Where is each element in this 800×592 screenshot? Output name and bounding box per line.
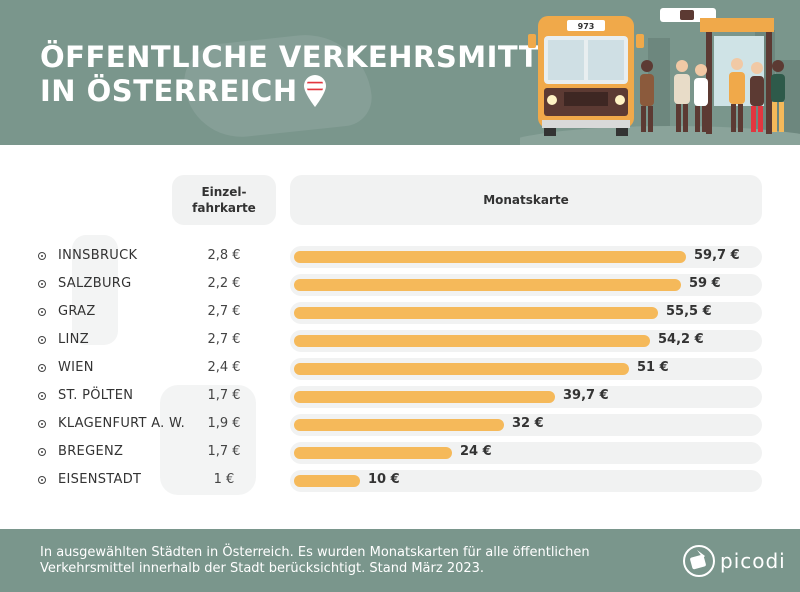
header-banner: ÖFFENTLICHE VERKEHRSMITTEL IN ÖSTERREICH… — [0, 0, 800, 145]
monthly-ticket-bar — [294, 307, 658, 319]
single-ticket-price: 1,7 € — [207, 444, 241, 459]
monthly-ticket-price: 24 € — [460, 444, 492, 459]
monthly-ticket-price: 59,7 € — [694, 248, 740, 263]
bus-stop-illustration: 973 — [520, 8, 800, 145]
monthly-ticket-price: 51 € — [637, 360, 669, 375]
single-ticket-price: 1,9 € — [207, 416, 241, 431]
footnote: In ausgewählten Städten in Österreich. E… — [40, 545, 590, 576]
column-header-monthly-ticket: Monatskarte — [290, 175, 762, 225]
monthly-ticket-price: 54,2 € — [658, 332, 704, 347]
table-row: KLAGENFURT A. W. 1,9 € 32 € — [0, 414, 800, 436]
picodi-logo[interactable]: picodi — [683, 544, 786, 578]
table-row: SALZBURG 2,2 € 59 € — [0, 274, 800, 296]
monthly-ticket-bar — [294, 475, 360, 487]
monthly-ticket-price: 10 € — [368, 472, 400, 487]
monthly-ticket-bar — [294, 335, 650, 347]
single-ticket-price: 2,4 € — [207, 360, 241, 375]
table-row: ST. PÖLTEN 1,7 € 39,7 € — [0, 386, 800, 408]
monthly-ticket-bar — [294, 279, 681, 291]
city-label: KLAGENFURT A. W. — [58, 416, 186, 431]
monthly-ticket-price: 59 € — [689, 276, 721, 291]
bullet-icon — [38, 252, 46, 260]
single-ticket-price: 2,7 € — [207, 304, 241, 319]
city-label: LINZ — [58, 332, 89, 347]
picodi-logo-icon — [683, 545, 715, 577]
bullet-icon — [38, 420, 46, 428]
monthly-ticket-bar — [294, 391, 555, 403]
bullet-icon — [38, 308, 46, 316]
bullet-icon — [38, 364, 46, 372]
bullet-icon — [38, 476, 46, 484]
city-label: ST. PÖLTEN — [58, 388, 134, 403]
single-ticket-price: 2,7 € — [207, 332, 241, 347]
monthly-ticket-bar — [294, 363, 629, 375]
city-label: WIEN — [58, 360, 94, 375]
bullet-icon — [38, 448, 46, 456]
monthly-ticket-price: 55,5 € — [666, 304, 712, 319]
footer-banner: In ausgewählten Städten in Österreich. E… — [0, 529, 800, 592]
column-header-single-ticket: Einzel- fahrkarte — [172, 175, 276, 225]
city-label: SALZBURG — [58, 276, 132, 291]
city-label: EISENSTADT — [58, 472, 142, 487]
single-ticket-price: 2,2 € — [207, 276, 241, 291]
bullet-icon — [38, 392, 46, 400]
table-row: BREGENZ 1,7 € 24 € — [0, 442, 800, 464]
single-ticket-price: 1,7 € — [207, 388, 241, 403]
bus-number: 973 — [578, 22, 595, 31]
bullet-icon — [38, 336, 46, 344]
austria-flag-pin-icon — [304, 75, 326, 107]
table-row: LINZ 2,7 € 54,2 € — [0, 330, 800, 352]
city-label: GRAZ — [58, 304, 96, 319]
single-ticket-price: 1 € — [213, 472, 235, 487]
monthly-ticket-bar — [294, 447, 452, 459]
bar-track — [290, 470, 762, 492]
table-row: WIEN 2,4 € 51 € — [0, 358, 800, 380]
bullet-icon — [38, 280, 46, 288]
table-row: GRAZ 2,7 € 55,5 € — [0, 302, 800, 324]
city-label: BREGENZ — [58, 444, 124, 459]
monthly-ticket-price: 32 € — [512, 416, 544, 431]
table-row: INNSBRUCK 2,8 € 59,7 € — [0, 246, 800, 268]
single-ticket-price: 2,8 € — [207, 248, 241, 263]
chart-area: Einzel- fahrkarte Monatskarte INNSBRUCK 2… — [0, 145, 800, 529]
city-label: INNSBRUCK — [58, 248, 138, 263]
monthly-ticket-bar — [294, 251, 686, 263]
background-vehicle-icons — [72, 235, 256, 495]
table-row: EISENSTADT 1 € 10 € — [0, 470, 800, 492]
monthly-ticket-bar — [294, 419, 504, 431]
picodi-brand-name: picodi — [720, 549, 786, 573]
monthly-ticket-price: 39,7 € — [563, 388, 609, 403]
